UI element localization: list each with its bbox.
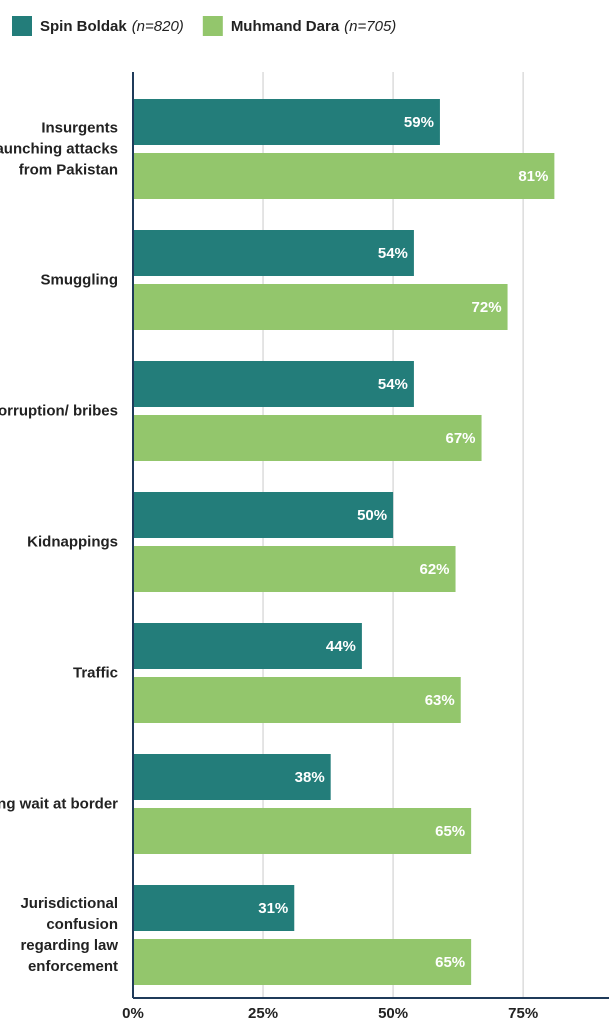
- bar: [133, 492, 394, 538]
- bar: [133, 361, 414, 407]
- legend-sample: (n=820): [132, 18, 184, 35]
- value-label: 63%: [425, 692, 455, 709]
- bar: [133, 885, 295, 931]
- category-label: Long wait at border: [0, 795, 118, 813]
- legend-name: Muhmand Dara: [231, 18, 340, 35]
- value-label: 81%: [518, 168, 548, 185]
- x-tick-label: 75%: [508, 1005, 538, 1022]
- category-label: Kidnappings: [27, 533, 118, 551]
- value-label: 31%: [258, 900, 288, 917]
- legend-swatch: [202, 16, 223, 36]
- value-label: 65%: [435, 823, 465, 840]
- x-tick-label: 50%: [378, 1005, 408, 1022]
- bar: [133, 677, 461, 723]
- bar: [133, 230, 414, 276]
- category-label: Traffic: [72, 664, 118, 682]
- bar: [133, 153, 555, 199]
- legend-sample: (n=705): [344, 18, 396, 35]
- value-label: 72%: [472, 299, 502, 316]
- bar: [133, 415, 482, 461]
- value-label: 65%: [435, 954, 465, 971]
- value-label: 50%: [357, 507, 387, 524]
- category-label: Smuggling: [40, 271, 119, 289]
- legend-label: Spin Boldak (n=820): [40, 18, 184, 35]
- x-tick-label: 25%: [248, 1005, 278, 1022]
- value-label: 38%: [295, 769, 325, 786]
- bar: [133, 808, 472, 854]
- value-label: 62%: [420, 561, 450, 578]
- bar: [133, 546, 456, 592]
- legend-name: Spin Boldak: [40, 18, 127, 35]
- value-label: 44%: [326, 638, 356, 655]
- bar: [133, 99, 440, 145]
- value-label: 59%: [404, 114, 434, 131]
- legend-swatch: [12, 16, 32, 36]
- bar: [133, 623, 362, 669]
- category-label: Jurisdictional confusion regarding law e…: [20, 895, 118, 975]
- legend-label: Muhmand Dara (n=705): [231, 18, 396, 35]
- category-label: Insurgents launching attacks from Pakist…: [0, 119, 118, 179]
- bar: [133, 939, 472, 985]
- value-label: 54%: [378, 376, 408, 393]
- bar: [133, 284, 508, 330]
- value-label: 54%: [378, 245, 408, 262]
- value-label: 67%: [446, 430, 476, 447]
- x-tick-label: 0%: [122, 1005, 144, 1022]
- category-label: Corruption/ bribes: [0, 402, 118, 420]
- bar: [133, 754, 331, 800]
